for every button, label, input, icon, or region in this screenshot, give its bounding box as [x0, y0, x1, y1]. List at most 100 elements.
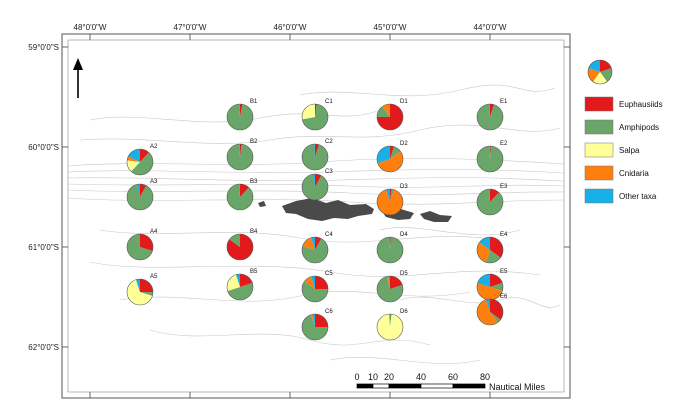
- station-label: D3: [400, 184, 408, 190]
- scale-unit-label: Nautical Miles: [489, 382, 546, 392]
- pie-outline: [126, 233, 154, 261]
- pie-slice-euphausiids: [240, 144, 242, 157]
- pie-slice-amphipods: [485, 250, 501, 263]
- pie-slice-euphausiids: [140, 279, 153, 292]
- latitude-label: 62°0'0"S: [28, 343, 59, 352]
- pie-outline: [126, 183, 154, 211]
- pie-slice-cnidaria: [477, 282, 503, 300]
- pie-slice-cnidaria: [377, 189, 403, 215]
- pie-slice-euphausiids: [600, 60, 612, 72]
- scale-tick-label: 80: [480, 372, 490, 382]
- pie-slice-other-taxa: [239, 144, 240, 157]
- latitude-label: 60°0'0"S: [28, 143, 59, 152]
- pie-slice-salpa: [127, 160, 140, 172]
- station-label: E4: [500, 232, 508, 238]
- pie-slice-amphipods: [476, 104, 503, 131]
- pie-chart-icon: [587, 59, 613, 85]
- station-label: B4: [250, 229, 258, 235]
- pie-slice-amphipods: [377, 237, 404, 263]
- pie-slice-amphipods: [127, 234, 153, 260]
- pie-slice-cnidaria: [127, 156, 140, 162]
- station-label: C6: [325, 309, 333, 315]
- station-label: D1: [400, 99, 408, 105]
- pie-outline: [476, 236, 504, 264]
- latitude-label: 61°0'0"S: [28, 243, 59, 252]
- pie-slice-other-taxa: [388, 237, 390, 250]
- pie-slice-amphipods: [477, 189, 503, 215]
- pie-slice-other-taxa: [239, 184, 240, 197]
- pie-slice-amphipods: [476, 146, 503, 172]
- pie-slice-amphipods: [227, 282, 253, 300]
- legend-swatch: [584, 96, 614, 112]
- station-pie-e6: E6: [476, 294, 508, 326]
- pie-slice-amphipods: [301, 174, 328, 200]
- legend-label: Euphausiids: [619, 100, 663, 109]
- station-label: B5: [250, 269, 258, 275]
- pie-outline: [301, 103, 329, 131]
- station-label: E2: [500, 141, 508, 147]
- pie-slice-other-taxa: [135, 279, 140, 292]
- scale-bar-segment: [420, 383, 454, 389]
- legend-swatch: [584, 119, 614, 135]
- station-pie-c6: C6: [301, 309, 333, 341]
- station-label: C1: [325, 99, 333, 105]
- pie-slice-euphausiids: [315, 314, 328, 327]
- pie-slice-other-taxa: [489, 189, 490, 202]
- pie-slice-other-taxa: [385, 189, 390, 202]
- pie-slice-cnidaria: [310, 314, 315, 327]
- pie-slice-euphausiids: [390, 276, 403, 289]
- legend-label: Other taxa: [619, 192, 657, 201]
- pie-slice-amphipods: [140, 292, 153, 297]
- pie-slice-euphausiids: [490, 237, 503, 258]
- station-label: E1: [500, 99, 508, 105]
- pie-outline: [226, 183, 254, 211]
- station-label: D6: [400, 309, 408, 315]
- pie-slice-amphipods: [302, 104, 328, 130]
- map-inner-frame: [67, 39, 565, 393]
- pie-outline: [301, 236, 329, 264]
- station-label: A2: [150, 144, 158, 150]
- pie-slice-euphausiids: [390, 237, 391, 250]
- pie-slice-euphausiids: [490, 274, 503, 287]
- pie-slice-cnidaria: [382, 104, 390, 117]
- station-label: A3: [150, 179, 158, 185]
- station-label: A4: [150, 229, 158, 235]
- legend-label: Amphipods: [619, 123, 659, 132]
- scale-tick-label: 20: [384, 372, 394, 382]
- pie-outline: [301, 143, 329, 171]
- pie-slice-amphipods: [226, 104, 253, 131]
- station-label: C4: [325, 232, 333, 238]
- legend: Euphausiids Amphipods Salpa Cnidaria Other t…: [584, 59, 663, 204]
- scale-tick-label: 10: [368, 372, 378, 382]
- pie-outline: [126, 278, 154, 306]
- scale-tick-label: 60: [448, 372, 458, 382]
- pie-slice-euphausiids: [240, 274, 253, 287]
- pie-outline: [226, 103, 254, 131]
- north-arrow: [73, 58, 83, 98]
- legend-swatch: [584, 188, 614, 204]
- pie-outline: [226, 233, 254, 261]
- pie-slice-euphausiids: [140, 234, 154, 252]
- pie-slice-euphausiids: [315, 174, 322, 187]
- pie-outline: [301, 275, 329, 303]
- station-pie-e5: E5: [476, 269, 508, 301]
- pie-slice-amphipods: [131, 152, 153, 175]
- pie-slice-amphipods: [302, 144, 328, 170]
- station-label: B2: [250, 139, 258, 145]
- pie-slice-cnidaria: [304, 276, 315, 289]
- longitude-label: 47°0'0"W: [174, 23, 207, 32]
- scale-tick-label: 40: [416, 372, 426, 382]
- pie-slice-amphipods: [229, 234, 240, 247]
- pie-slice-euphausiids: [490, 104, 495, 117]
- pie-outline: [376, 275, 404, 303]
- pie-slice-euphausiids: [390, 146, 395, 159]
- pie-slice-amphipods: [127, 184, 153, 211]
- station-pie-b2: B2: [226, 139, 258, 171]
- pie-slice-amphipods: [226, 184, 253, 210]
- station-pie-e1: E1: [476, 99, 508, 131]
- scale-bar-segment: [388, 383, 422, 389]
- station-pie-d3: D3: [376, 184, 408, 216]
- legend-swatch: [584, 165, 614, 181]
- latitude-label: 59°0'0"S: [28, 43, 59, 52]
- pie-slice-euphausiids: [315, 237, 322, 250]
